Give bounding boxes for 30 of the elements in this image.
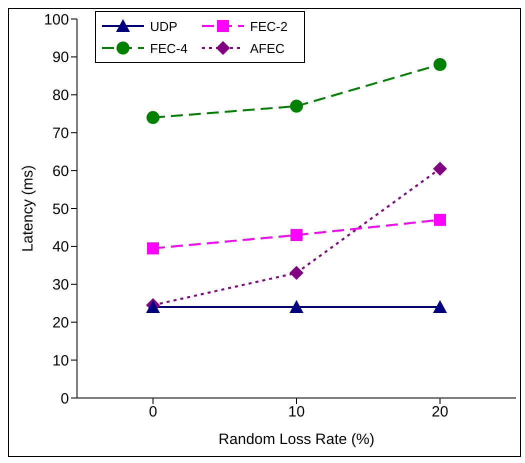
y-tick-label: 70 (52, 125, 69, 142)
y-tick-label: 60 (52, 162, 69, 180)
y-tick-label: 30 (52, 276, 69, 294)
x-tick-label: 20 (432, 404, 448, 421)
y-axis-title: Latency (ms) (19, 165, 36, 252)
y-tick-label: 40 (52, 238, 69, 256)
y-tick-label: 80 (52, 87, 69, 104)
point (434, 58, 446, 71)
point (290, 300, 304, 314)
legend-label: UDP (150, 18, 178, 34)
x-tick-label: 0 (148, 404, 158, 421)
point (290, 229, 302, 242)
y-tick-label: 20 (52, 314, 69, 332)
point (147, 242, 159, 254)
x-axis-title: Random Loss Rate (%) (218, 431, 374, 448)
legend-label: FEC-2 (250, 18, 288, 34)
y-tick-label: 90 (52, 49, 69, 66)
y-tick-label: 100 (44, 11, 69, 28)
point (434, 214, 446, 226)
point (433, 162, 447, 176)
y-tick-label: 50 (52, 200, 69, 218)
legend-label: FEC-4 (150, 40, 188, 56)
y-tick-label: 0 (60, 390, 69, 408)
legend-label: AFEC (250, 40, 285, 56)
point (290, 100, 303, 113)
point (290, 266, 304, 280)
point (433, 300, 447, 314)
x-tick-label: 10 (288, 404, 305, 421)
point (146, 111, 160, 124)
y-tick-label: 10 (52, 352, 69, 370)
